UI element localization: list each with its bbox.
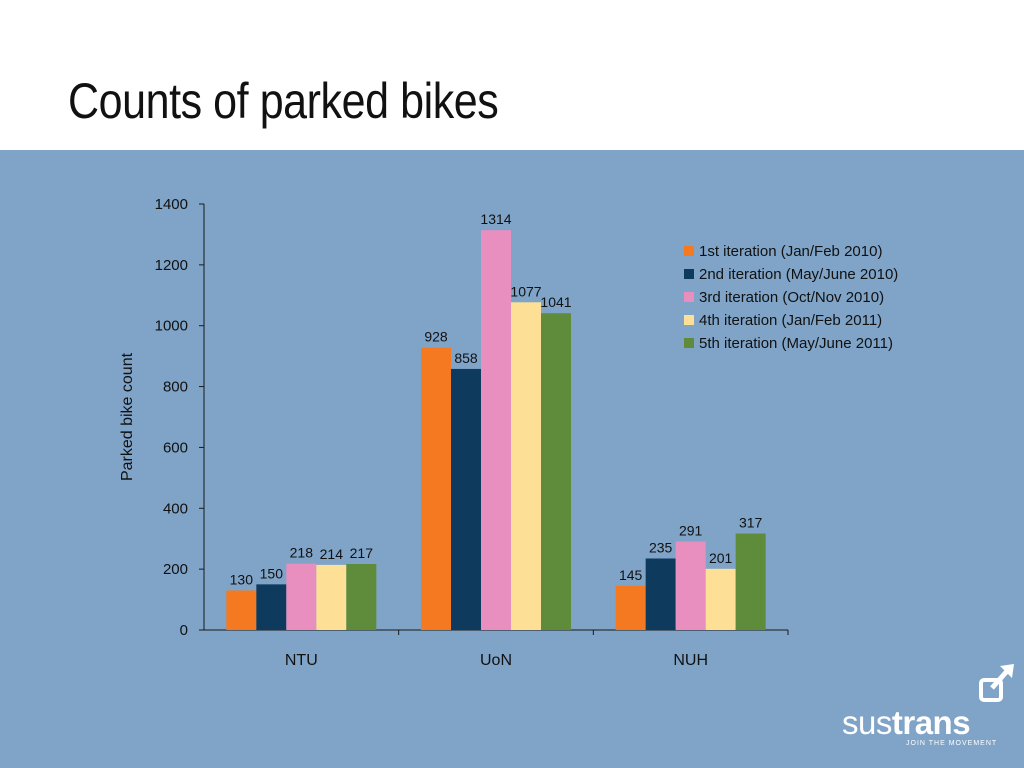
- bar: [735, 533, 766, 630]
- legend-swatch: [684, 292, 694, 302]
- bar: [451, 368, 481, 630]
- legend-label: 4th iteration (Jan/Feb 2011): [699, 312, 882, 329]
- legend-swatch: [684, 246, 694, 256]
- logo-tagline: JOIN THE MOVEMENT: [906, 740, 998, 747]
- data-label: 1041: [540, 294, 571, 310]
- y-tick-label: 600: [163, 439, 188, 456]
- y-tick-label: 800: [163, 379, 188, 396]
- data-label: 1314: [480, 211, 511, 227]
- chart-panel: 0 200 400 600 800 1000 1200 1400 Parked bike cou…: [0, 150, 1024, 768]
- logo-wordmark-light: sus: [842, 704, 892, 741]
- y-tick-label: 1400: [155, 196, 188, 213]
- legend-label: 3rd iteration (Oct/Nov 2010): [699, 289, 884, 306]
- data-label: 928: [424, 329, 448, 345]
- y-axis-title: Parked bike count: [119, 352, 136, 481]
- bar: [286, 563, 317, 630]
- data-label: 217: [350, 545, 374, 561]
- legend-swatch: [684, 338, 694, 348]
- bar: [541, 313, 571, 630]
- arrow-out-icon: [979, 664, 1014, 702]
- x-tick-label: NUH: [673, 652, 708, 669]
- bar: [675, 541, 706, 630]
- data-label: 317: [739, 515, 763, 531]
- bar: [705, 568, 736, 630]
- x-tick-label: NTU: [285, 652, 318, 669]
- x-tick-label: UoN: [480, 652, 512, 669]
- bar: [615, 585, 646, 630]
- bar: [316, 564, 347, 630]
- legend-label: 5th iteration (May/June 2011): [699, 335, 893, 352]
- slide-title: Counts of parked bikes: [68, 73, 499, 129]
- data-label: 150: [260, 565, 284, 581]
- data-label: 130: [230, 571, 254, 587]
- data-label: 858: [454, 350, 478, 366]
- data-label: 218: [290, 545, 314, 561]
- bar: [481, 230, 511, 630]
- y-tick-label: 400: [163, 500, 188, 517]
- bar-chart: 0 200 400 600 800 1000 1200 1400 Parked bike cou…: [119, 196, 898, 669]
- data-label: 235: [649, 539, 673, 555]
- legend-swatch: [684, 315, 694, 325]
- logo-wordmark-bold: trans: [891, 704, 971, 741]
- bar: [226, 590, 257, 630]
- y-tick-label: 200: [163, 561, 188, 578]
- data-label: 145: [619, 567, 643, 583]
- data-label: 214: [320, 546, 344, 562]
- bar: [256, 584, 287, 630]
- bar: [346, 563, 377, 630]
- sustrans-logo: sustrans JOIN THE MOVEMENT: [842, 660, 1022, 760]
- legend-label: 1st iteration (Jan/Feb 2010): [699, 243, 882, 260]
- data-label: 201: [709, 550, 733, 566]
- bar: [511, 302, 541, 630]
- bar: [645, 558, 676, 630]
- logo-wordmark: sustrans: [842, 704, 971, 742]
- bar: [421, 347, 451, 630]
- data-label: 291: [679, 522, 703, 538]
- legend-swatch: [684, 269, 694, 279]
- y-tick-label: 0: [180, 622, 188, 639]
- y-tick-label: 1000: [155, 318, 188, 335]
- legend-label: 2nd iteration (May/June 2010): [699, 266, 898, 283]
- y-tick-label: 1200: [155, 257, 188, 274]
- data-label: 1077: [510, 283, 541, 299]
